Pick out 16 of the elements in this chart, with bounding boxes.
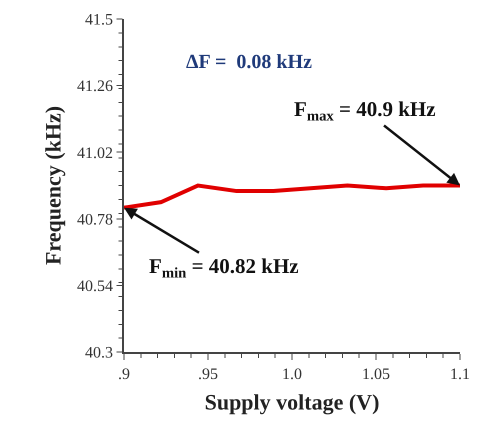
annotation: ΔF = 0.08 kHz (186, 51, 312, 73)
x-tick-label: 1.05 (362, 366, 390, 383)
y-tick-label: 41.26 (77, 78, 114, 96)
x-axis-title: Supply voltage (V) (204, 389, 380, 414)
x-tick-label: 1.1 (450, 366, 470, 383)
y-tick-label: 40.54 (77, 278, 114, 295)
y-tick-label: 40.78 (77, 211, 114, 228)
annotation: F$_{max}$ = 40.9 kHz (294, 97, 436, 124)
x-tick-label: .95 (198, 366, 218, 383)
annotation: F$_{min}$ = 40.82 kHz (149, 254, 299, 282)
y-tick-label: 41.5 (85, 12, 114, 29)
x-tick-label: 1.0 (282, 366, 302, 383)
y-axis-title: Frequency (kHz) (40, 106, 66, 266)
y-tick-label: 40.3 (85, 344, 114, 362)
x-tick-label: .9 (118, 366, 130, 383)
y-tick-label: 41.02 (77, 144, 114, 162)
